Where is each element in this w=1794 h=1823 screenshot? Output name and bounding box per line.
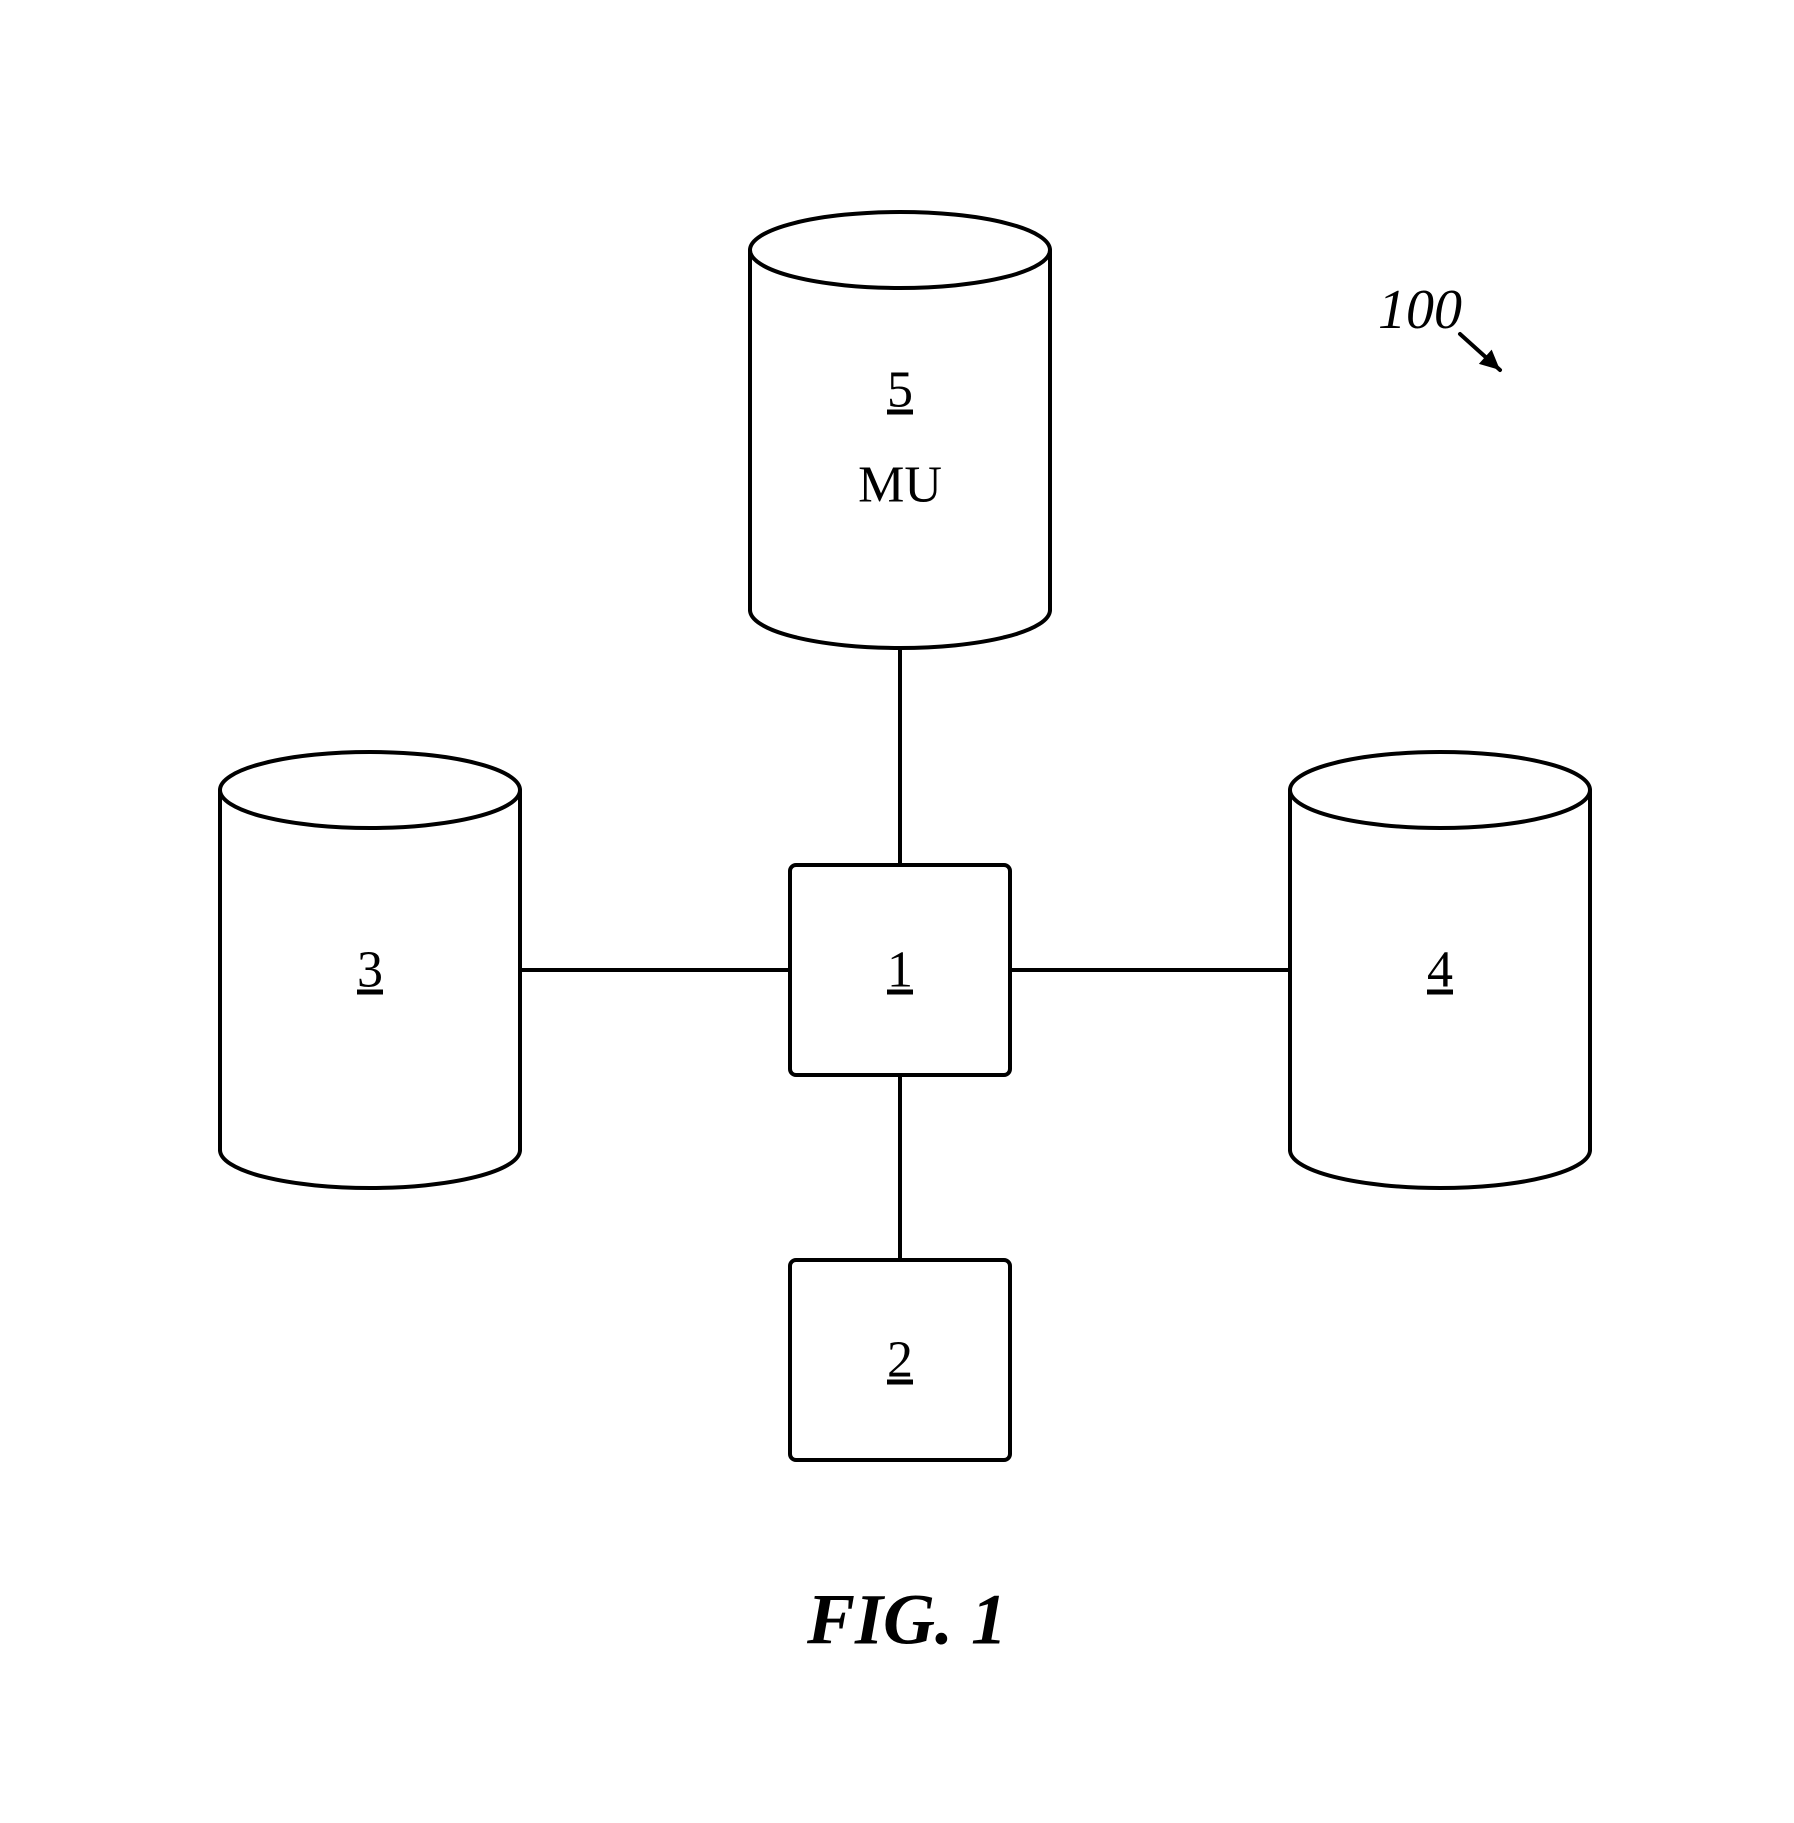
reference-text: 100 bbox=[1378, 279, 1462, 341]
node-label-n2: 2 bbox=[887, 1331, 913, 1390]
node-label-text: MU bbox=[858, 457, 942, 514]
node-label-text: 1 bbox=[887, 942, 913, 999]
node-label-n3: 3 bbox=[357, 941, 383, 1000]
diagram-svg bbox=[0, 0, 1794, 1823]
node-label-text: 3 bbox=[357, 942, 383, 999]
node-label-text: 4 bbox=[1427, 942, 1453, 999]
node-label-n5: 5 bbox=[887, 361, 913, 420]
node-label-n4: 4 bbox=[1427, 941, 1453, 1000]
node-label-text: 5 bbox=[887, 362, 913, 419]
figure-caption-text: FIG. 1 bbox=[807, 1580, 1007, 1660]
figure-caption: FIG. 1 bbox=[807, 1579, 1007, 1662]
diagram-container: 100 FIG. 1 5 MU 3 4 1 2 bbox=[0, 0, 1794, 1823]
node-label-text: 2 bbox=[887, 1332, 913, 1389]
node-label-n5: MU bbox=[858, 456, 942, 515]
reference-label: 100 bbox=[1378, 278, 1462, 342]
node-label-n1: 1 bbox=[887, 941, 913, 1000]
